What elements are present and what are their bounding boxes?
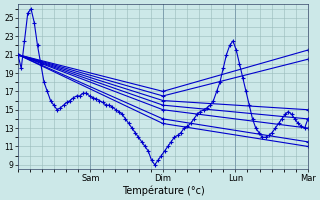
- X-axis label: Température (°c): Température (°c): [122, 185, 204, 196]
